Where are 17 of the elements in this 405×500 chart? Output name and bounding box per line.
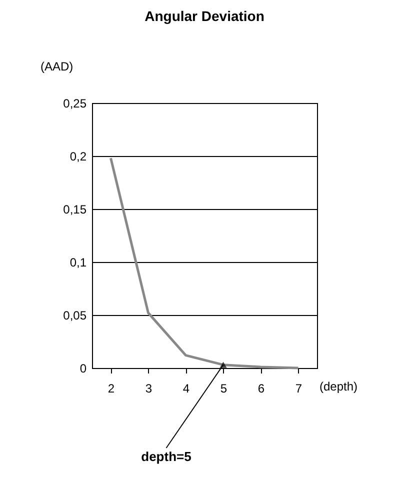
x-tick-label: 4: [182, 382, 190, 396]
y-axis-title: (AAD): [40, 60, 74, 74]
y-tick-label: 0,15: [63, 202, 87, 216]
x-tick-label: 7: [295, 382, 302, 396]
y-tick-label: 0,2: [70, 150, 87, 164]
x-tick-label: 2: [108, 382, 115, 396]
y-tick-label: 0,05: [63, 308, 87, 322]
line-series: [110, 156, 300, 370]
chart-title: Angular Deviation: [144, 8, 264, 24]
y-tick-label: 0,1: [70, 256, 87, 270]
x-tick-label: 3: [145, 382, 152, 396]
x-tick-label: 5: [220, 382, 228, 396]
x-tick-label: 6: [258, 382, 265, 396]
y-tick-label: 0: [80, 362, 87, 376]
x-axis-title: (depth): [320, 380, 358, 394]
annotation: depth=5: [141, 449, 192, 464]
y-tick-label: 0,25: [63, 96, 87, 110]
